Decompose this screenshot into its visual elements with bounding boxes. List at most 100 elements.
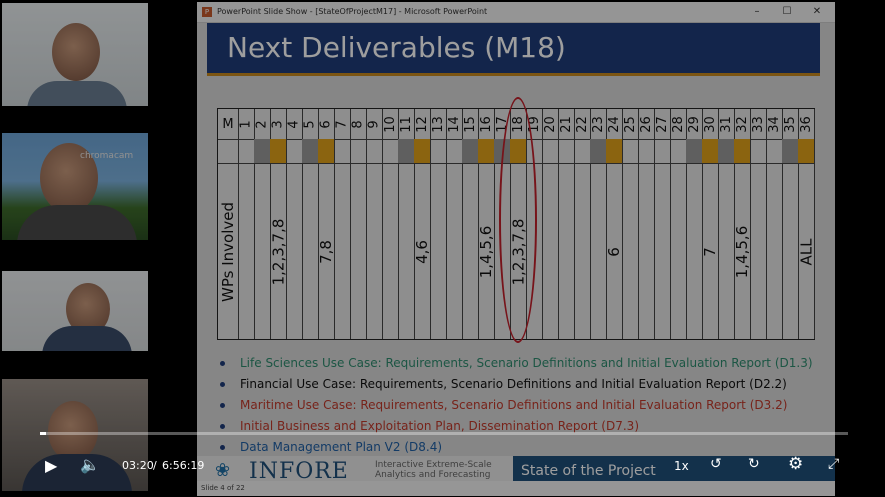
month-column: 10 xyxy=(382,109,399,339)
wp-involved-label: 4,6 xyxy=(413,239,432,264)
deliverable-marker xyxy=(238,139,254,163)
month-header-label: M xyxy=(222,116,234,132)
deliverable-marker xyxy=(286,139,302,163)
deliverable-marker xyxy=(734,139,750,163)
month-column: 20 xyxy=(542,109,559,339)
month-column: 12 4,6 xyxy=(413,109,432,339)
month-column: 31 xyxy=(718,109,735,339)
title-underline xyxy=(207,73,820,76)
month-number: 2 xyxy=(254,119,270,129)
deliverable-marker xyxy=(334,139,350,163)
deliverable-item: Data Management Plan V2 (D8.4) xyxy=(215,437,815,458)
deliverable-marker xyxy=(654,139,670,163)
exit-fullscreen-icon[interactable]: ⤢ xyxy=(828,456,840,472)
chromacam-watermark: chromacam xyxy=(80,151,134,161)
month-number: 24 xyxy=(606,115,622,133)
deliverable-marker xyxy=(270,139,286,163)
deliverable-marker xyxy=(366,139,382,163)
deliverable-marker xyxy=(542,139,558,163)
month-number: 13 xyxy=(430,115,446,133)
deliverable-marker xyxy=(638,139,654,163)
month-column: 32 1,4,5,6 xyxy=(733,109,752,339)
play-icon[interactable]: ▶ xyxy=(45,456,58,475)
wp-involved-label: 1,4,5,6 xyxy=(733,225,752,278)
deliverable-marker xyxy=(590,139,606,163)
deliverable-marker xyxy=(574,139,590,163)
slide: Next Deliverables (M18) M WPs Involved 1 2 3… xyxy=(197,23,835,486)
logo-subtitle-line-1: Interactive Extreme-Scale xyxy=(375,460,492,470)
participant-video xyxy=(2,3,148,106)
wp-involved-label: 7 xyxy=(700,246,719,257)
month-column: 15 xyxy=(462,109,479,339)
month-column: 14 xyxy=(446,109,463,339)
deliverable-marker xyxy=(462,139,478,163)
month-number: 28 xyxy=(670,115,686,133)
deliverable-marker xyxy=(686,139,702,163)
deliverable-marker xyxy=(414,139,430,163)
settings-gear-icon[interactable]: ⚙ xyxy=(788,454,804,474)
deliverable-marker xyxy=(670,139,686,163)
month-column: 22 xyxy=(574,109,591,339)
month-column: 29 xyxy=(686,109,703,339)
close-button[interactable]: ✕ xyxy=(812,6,822,17)
deliverable-marker xyxy=(302,139,318,163)
month-number: 16 xyxy=(478,115,494,133)
month-number: 4 xyxy=(286,119,302,129)
player-controls: ▶ 🔈 03:20 / 6:56:19 1x ↺ ↻ ⚙ ⤢ xyxy=(0,448,885,482)
month-column: 3 1,2,3,7,8 xyxy=(269,109,287,339)
wp-involved-label: ALL xyxy=(797,238,816,265)
bullet-icon xyxy=(220,424,225,429)
month-number: 14 xyxy=(446,115,462,133)
forward-15-icon[interactable]: ↻ xyxy=(748,456,760,472)
month-column: 28 xyxy=(670,109,687,339)
month-column: 21 xyxy=(558,109,575,339)
current-time: 03:20 xyxy=(122,459,154,472)
deliverable-text: Initial Business and Exploitation Plan, … xyxy=(240,419,639,433)
seek-bar[interactable] xyxy=(40,432,848,435)
deliverable-text: Maritime Use Case: Requirements, Scenari… xyxy=(240,398,788,412)
month-number: 30 xyxy=(702,115,718,133)
month-number: 23 xyxy=(590,115,606,133)
month-column: 23 xyxy=(590,109,607,339)
month-number: 12 xyxy=(414,115,430,133)
bullet-icon xyxy=(220,445,225,450)
deliverable-marker xyxy=(318,139,334,163)
minimize-button[interactable]: – xyxy=(754,6,760,17)
month-number: 8 xyxy=(350,119,366,129)
deliverable-marker xyxy=(702,139,718,163)
month-number: 5 xyxy=(302,119,318,129)
month-column: 6 7,8 xyxy=(317,109,335,339)
seek-progress xyxy=(40,432,47,435)
wp-row-label: WPs Involved xyxy=(219,201,238,302)
grid-label-column: M WPs Involved xyxy=(218,109,239,339)
deliverable-marker xyxy=(398,139,414,163)
deliverable-marker xyxy=(782,139,798,163)
wp-involved-label: 6 xyxy=(604,246,623,257)
month-column: 5 xyxy=(302,109,319,339)
deliverable-marker xyxy=(622,139,638,163)
maximize-button[interactable]: ☐ xyxy=(782,6,792,17)
volume-icon[interactable]: 🔈 xyxy=(80,455,100,474)
deliverable-item: Financial Use Case: Requirements, Scenar… xyxy=(215,374,815,395)
participant-video xyxy=(2,379,148,491)
month-column: 7 xyxy=(334,109,351,339)
deliverable-text: Life Sciences Use Case: Requirements, Sc… xyxy=(240,356,813,370)
month-number: 27 xyxy=(654,115,670,133)
month-column: 9 xyxy=(366,109,383,339)
deliverable-item: Initial Business and Exploitation Plan, … xyxy=(215,416,815,437)
month-number: 6 xyxy=(318,119,334,129)
slide-counter: Slide 4 of 22 xyxy=(201,484,245,492)
status-bar: Slide 4 of 22 xyxy=(197,481,835,496)
deliverable-item: Maritime Use Case: Requirements, Scenari… xyxy=(215,395,815,416)
month-number: 11 xyxy=(398,115,414,133)
month-number: 20 xyxy=(542,115,558,133)
month-number: 31 xyxy=(718,115,734,133)
month-column: 30 7 xyxy=(700,109,719,339)
month-column: 36 ALL xyxy=(797,109,816,339)
rewind-15-icon[interactable]: ↺ xyxy=(710,456,722,472)
month-number: 9 xyxy=(366,119,382,129)
month-column: 24 6 xyxy=(604,109,623,339)
playback-speed-button[interactable]: 1x xyxy=(674,459,689,473)
month-column: 2 xyxy=(254,109,271,339)
month-number: 7 xyxy=(334,119,350,129)
